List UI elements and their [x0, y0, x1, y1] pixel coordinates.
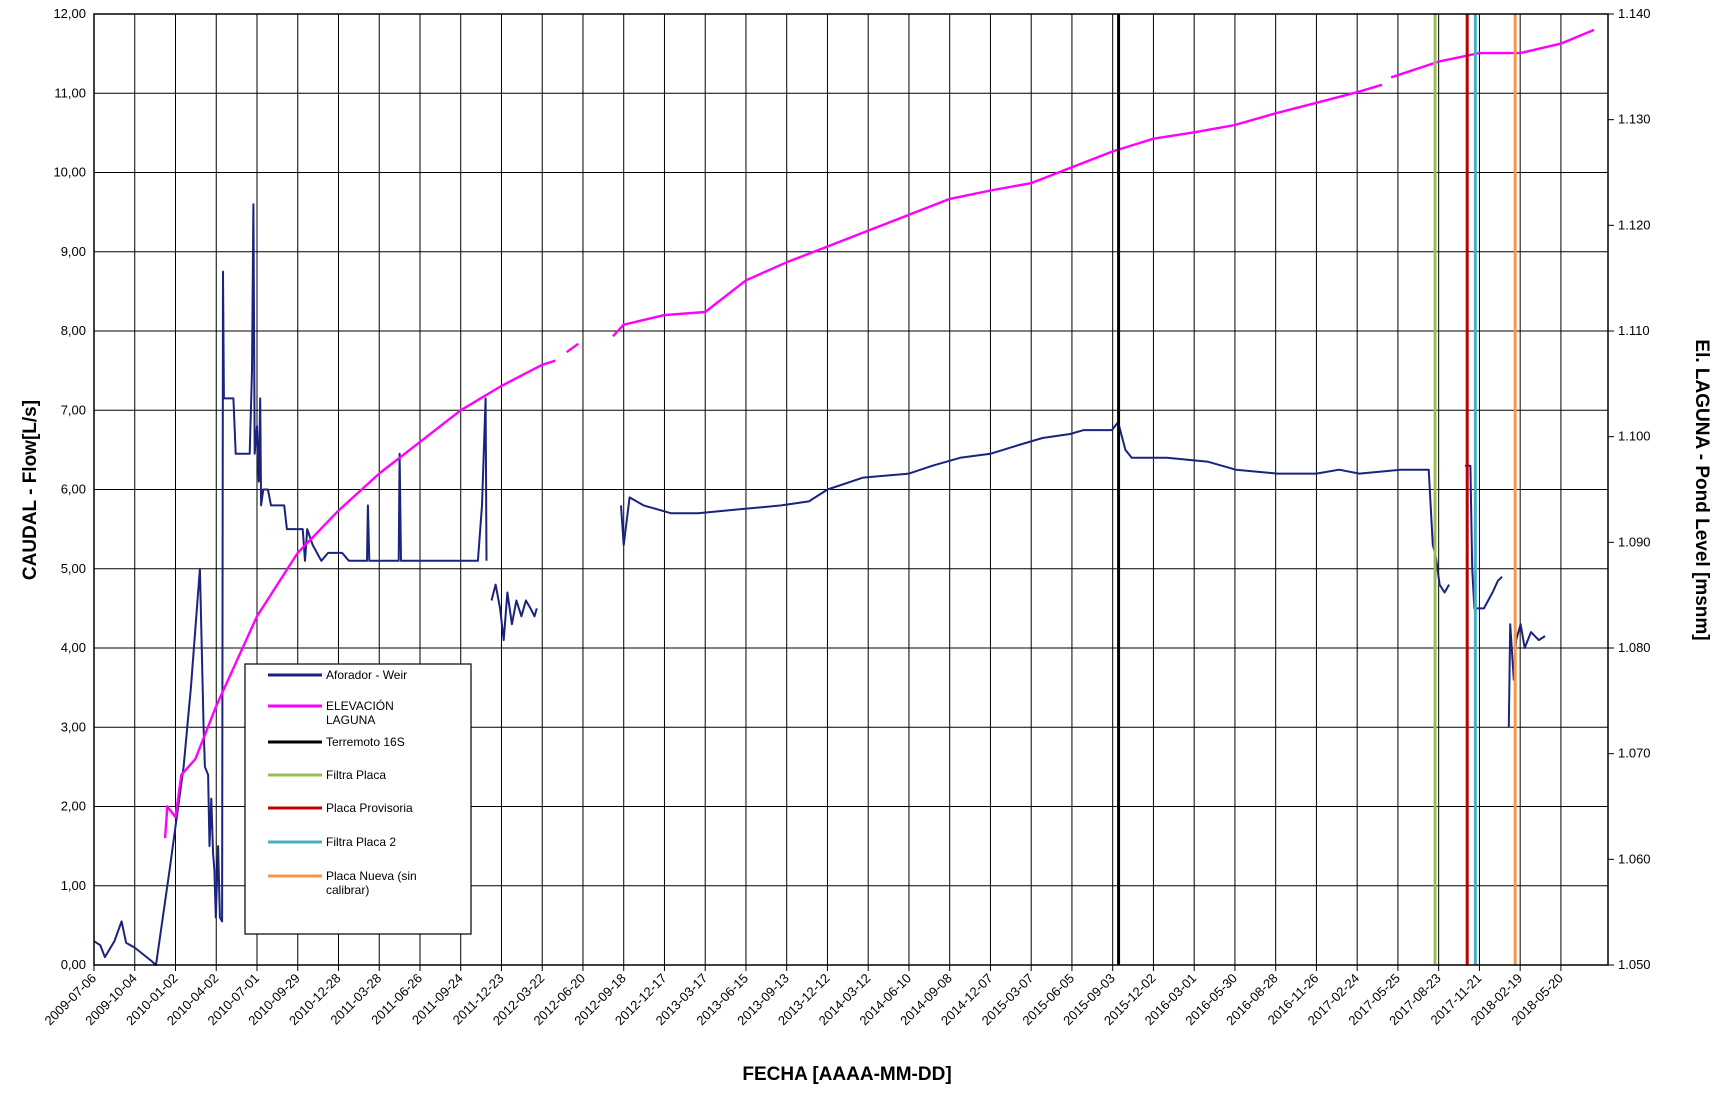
x-axis-title: FECHA [AAAA-MM-DD]	[742, 1064, 951, 1085]
y-left-tick-label: 2,00	[61, 799, 86, 814]
event-markers	[1117, 14, 1517, 965]
y-right-tick-label: 1.130	[1618, 112, 1651, 127]
y-right-axis-title: El. LAGUNA - Pond Level [msnm]	[1691, 339, 1712, 640]
legend-label: Filtra Placa	[326, 768, 386, 782]
y-left-tick-label: 3,00	[61, 719, 86, 734]
legend-label-line: LAGUNA	[326, 713, 375, 727]
legend: Aforador - Weir ELEVACIÓN LAGUNA Terremoto …	[244, 663, 472, 935]
legend-label-line: ELEVACIÓN	[326, 698, 394, 713]
y-right-tick-label: 1.060	[1618, 851, 1651, 866]
y-left-tick-label: 0,00	[61, 957, 86, 972]
y-left-axis-title: CAUDAL - Flow[L/s]	[20, 400, 41, 580]
y-right-tick-label: 1.090	[1618, 534, 1651, 549]
series-layer	[93, 28, 1595, 966]
y-left-tick-label: 4,00	[61, 640, 86, 655]
y-left-tick-labels: 0,00 1,00 2,00 3,00 4,00 5,00 6,00 7,00 8,00 9,00…	[53, 6, 86, 972]
plot-frame	[93, 13, 1609, 966]
y-left-tick-label: 1,00	[61, 878, 86, 893]
legend-label: Aforador - Weir	[326, 668, 407, 682]
y-left-tick-label: 8,00	[61, 323, 86, 338]
legend-label: ELEVACIÓN LAGUNA	[326, 698, 394, 727]
y-right-tick-label: 1.070	[1618, 746, 1651, 761]
legend-label: Placa Nueva (sin calibrar)	[326, 869, 417, 897]
y-left-tick-label: 5,00	[61, 561, 86, 576]
y-right-tick-label: 1.080	[1618, 640, 1651, 655]
pond-level-line	[1390, 28, 1595, 79]
legend-label: Terremoto 16S	[326, 735, 405, 749]
y-left-tick-label: 11,00	[54, 85, 86, 100]
legend-label-line: Placa Nueva (sin	[326, 869, 417, 883]
weir-flow-line	[1464, 464, 1503, 610]
y-right-tick-label: 1.120	[1618, 217, 1651, 232]
weir-flow-line	[1507, 623, 1546, 728]
y-left-tick-label: 12,00	[53, 6, 86, 21]
y-left-tick-label: 6,00	[61, 482, 86, 497]
y-left-tick-label: 10,00	[53, 165, 86, 180]
legend-label: Filtra Placa 2	[326, 835, 396, 849]
y-left-tick-label: 9,00	[61, 244, 86, 259]
weir-flow-line	[490, 583, 538, 642]
pond-level-line	[163, 359, 556, 839]
y-right-tick-label: 1.110	[1618, 323, 1650, 338]
pond-level-line	[566, 342, 580, 354]
legend-box	[244, 663, 472, 935]
y-right-tick-label: 1.050	[1618, 957, 1651, 972]
legend-label: Placa Provisoria	[326, 801, 413, 815]
y-right-tick-labels: 1.050 1.060 1.070 1.080 1.090 1.100 1.110 1.120…	[1618, 6, 1651, 972]
y-left-tick-label: 7,00	[61, 402, 86, 417]
pond-level-line	[612, 83, 1383, 338]
weir-flow-line	[620, 421, 1450, 594]
y-right-tick-label: 1.100	[1618, 429, 1651, 444]
legend-label-line: calibrar)	[326, 883, 369, 897]
y-right-tick-label: 1.140	[1618, 6, 1651, 21]
